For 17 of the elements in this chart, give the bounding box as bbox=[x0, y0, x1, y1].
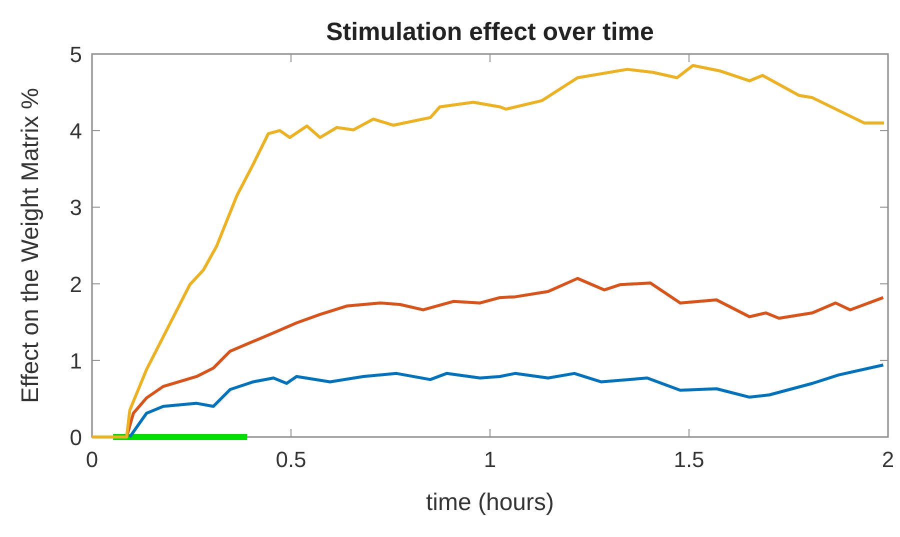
chart-title: Stimulation effect over time bbox=[326, 18, 654, 46]
x-axis-title: time (hours) bbox=[426, 489, 554, 516]
line-series bbox=[125, 276, 885, 438]
x-tick-label: 0.5 bbox=[276, 447, 306, 472]
y-tick-label: 0 bbox=[70, 425, 82, 450]
x-tick-label: 2 bbox=[882, 447, 894, 472]
y-tick-label: 3 bbox=[70, 195, 82, 220]
x-tick-label: 1.5 bbox=[674, 447, 704, 472]
x-tick-label: 0 bbox=[86, 447, 98, 472]
y-tick-label: 2 bbox=[70, 272, 82, 297]
y-tick-label: 4 bbox=[70, 118, 82, 144]
y-axis-title: Effect on the Weight Matrix % bbox=[17, 88, 44, 404]
x-tick-label: 1 bbox=[484, 447, 496, 472]
y-tick-label: 5 bbox=[70, 42, 82, 67]
line-series bbox=[128, 363, 885, 438]
y-tick-label: 1 bbox=[70, 348, 82, 374]
line-series bbox=[90, 64, 886, 438]
